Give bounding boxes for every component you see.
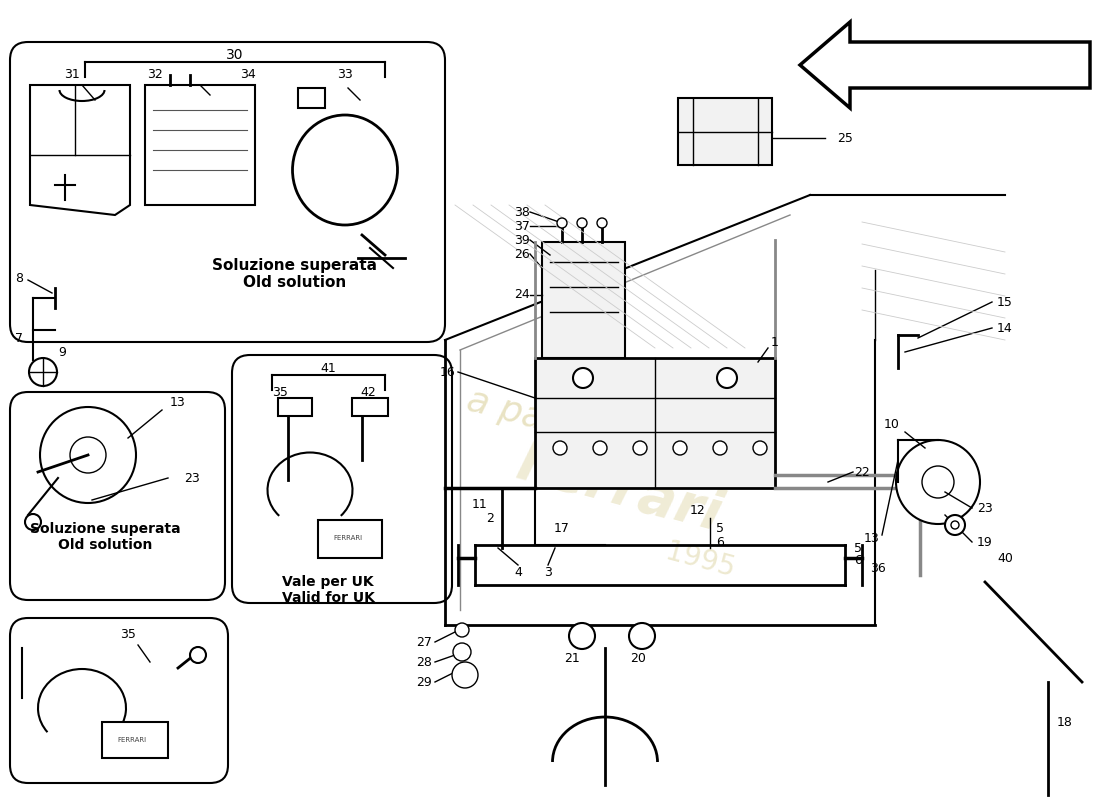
Circle shape: [25, 514, 41, 530]
Circle shape: [40, 407, 136, 503]
Polygon shape: [318, 520, 382, 558]
Polygon shape: [30, 85, 130, 215]
Text: 5: 5: [716, 522, 724, 534]
Text: 23: 23: [184, 471, 200, 485]
Text: 39: 39: [515, 234, 530, 246]
Text: 21: 21: [564, 651, 580, 665]
Text: 29: 29: [416, 675, 432, 689]
FancyBboxPatch shape: [10, 618, 228, 783]
Text: 42: 42: [360, 386, 376, 399]
Circle shape: [717, 368, 737, 388]
Text: FERRARI: FERRARI: [118, 737, 146, 743]
Text: 5: 5: [854, 542, 862, 554]
Text: 2: 2: [486, 511, 494, 525]
Polygon shape: [678, 98, 772, 165]
Text: 17: 17: [554, 522, 570, 534]
Text: 13: 13: [170, 395, 186, 409]
Circle shape: [190, 647, 206, 663]
Polygon shape: [102, 722, 168, 758]
Text: 38: 38: [514, 206, 530, 218]
Text: 27: 27: [416, 635, 432, 649]
Polygon shape: [145, 85, 255, 205]
Polygon shape: [298, 88, 324, 108]
Circle shape: [453, 643, 471, 661]
Polygon shape: [535, 358, 776, 488]
FancyBboxPatch shape: [232, 355, 452, 603]
Circle shape: [629, 623, 654, 649]
Circle shape: [578, 218, 587, 228]
Text: 36: 36: [870, 562, 886, 574]
Text: Ferrari: Ferrari: [512, 437, 728, 543]
Text: 23: 23: [977, 502, 993, 514]
Circle shape: [452, 662, 478, 688]
Circle shape: [593, 441, 607, 455]
Text: Vale per UK
Valid for UK: Vale per UK Valid for UK: [282, 575, 374, 605]
Circle shape: [455, 623, 469, 637]
Polygon shape: [800, 22, 1090, 108]
Text: 35: 35: [120, 629, 136, 642]
Polygon shape: [352, 398, 388, 416]
Text: 6: 6: [716, 535, 724, 549]
Text: 7: 7: [15, 331, 23, 345]
Text: 10: 10: [884, 418, 900, 431]
Circle shape: [553, 441, 566, 455]
Text: 26: 26: [515, 247, 530, 261]
Text: 32: 32: [147, 69, 163, 82]
Circle shape: [70, 437, 106, 473]
Circle shape: [922, 466, 954, 498]
Circle shape: [713, 441, 727, 455]
Text: 9: 9: [58, 346, 66, 358]
Circle shape: [952, 521, 959, 529]
Polygon shape: [278, 398, 312, 416]
Text: Soluzione superata
Old solution: Soluzione superata Old solution: [212, 258, 377, 290]
Circle shape: [754, 441, 767, 455]
Text: Soluzione superata
Old solution: Soluzione superata Old solution: [30, 522, 180, 552]
Text: FERRARI: FERRARI: [333, 535, 363, 541]
Text: 1995: 1995: [662, 538, 738, 582]
Text: 15: 15: [997, 295, 1013, 309]
Circle shape: [557, 218, 566, 228]
Text: 28: 28: [416, 655, 432, 669]
Text: 25: 25: [837, 131, 852, 145]
Circle shape: [597, 218, 607, 228]
FancyBboxPatch shape: [10, 42, 446, 342]
Text: 34: 34: [240, 69, 256, 82]
Circle shape: [632, 441, 647, 455]
Text: 30: 30: [227, 48, 244, 62]
Text: a passion for: a passion for: [463, 383, 696, 477]
Text: 20: 20: [630, 651, 646, 665]
Circle shape: [29, 358, 57, 386]
Text: 33: 33: [337, 69, 353, 82]
Text: 8: 8: [15, 271, 23, 285]
Text: 19: 19: [977, 535, 993, 549]
Text: 35: 35: [272, 386, 288, 399]
Circle shape: [945, 515, 965, 535]
Polygon shape: [542, 242, 625, 358]
Text: 16: 16: [439, 366, 455, 378]
Circle shape: [896, 440, 980, 524]
Text: 6: 6: [854, 554, 862, 566]
Text: 37: 37: [514, 219, 530, 233]
Circle shape: [573, 368, 593, 388]
Text: 31: 31: [64, 69, 80, 82]
Text: 40: 40: [997, 551, 1013, 565]
Circle shape: [569, 623, 595, 649]
Text: 18: 18: [1057, 715, 1072, 729]
FancyBboxPatch shape: [10, 392, 225, 600]
Circle shape: [673, 441, 688, 455]
Text: 3: 3: [544, 566, 552, 578]
Text: 11: 11: [472, 498, 488, 511]
Text: 22: 22: [854, 466, 870, 478]
Text: 12: 12: [690, 503, 706, 517]
Text: 4: 4: [514, 566, 521, 578]
Text: 41: 41: [320, 362, 336, 374]
Text: 24: 24: [515, 289, 530, 302]
Text: 1: 1: [771, 335, 779, 349]
Text: 14: 14: [997, 322, 1013, 334]
Text: 13: 13: [865, 531, 880, 545]
